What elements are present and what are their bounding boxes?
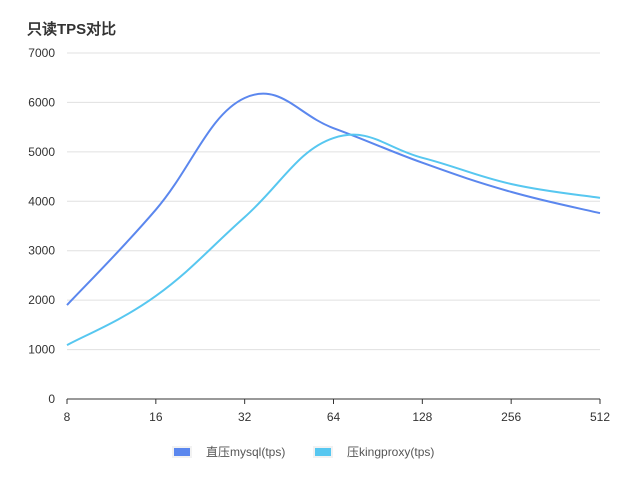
legend-item-mysql[interactable]: 直压mysql(tps) [172, 443, 285, 460]
y-tick-label: 2000 [28, 293, 55, 307]
y-tick-label: 7000 [28, 46, 55, 60]
x-tick-label: 128 [412, 410, 432, 424]
x-tick-label: 256 [501, 410, 521, 424]
y-tick-label: 0 [48, 392, 55, 406]
x-tick-label: 512 [590, 410, 610, 424]
series-line-1 [66, 133, 601, 346]
series-line-0 [66, 92, 601, 306]
legend-swatch [172, 445, 192, 458]
x-tick-label: 64 [327, 410, 341, 424]
legend-swatch [313, 445, 333, 458]
x-tick-label: 8 [64, 410, 71, 424]
y-tick-label: 1000 [28, 343, 55, 357]
chart-title: 只读TPS对比 [27, 21, 117, 38]
y-tick-label: 5000 [28, 145, 55, 159]
legend-item-kingproxy[interactable]: 压kingproxy(tps) [313, 443, 434, 460]
legend-label: 直压mysql(tps) [206, 445, 286, 459]
y-tick-label: 4000 [28, 194, 55, 208]
y-tick-label: 3000 [28, 244, 55, 258]
legend-label: 压kingproxy(tps) [347, 445, 435, 459]
x-tick-label: 16 [149, 410, 163, 424]
y-tick-label: 6000 [28, 95, 55, 109]
x-tick-label: 32 [238, 410, 252, 424]
